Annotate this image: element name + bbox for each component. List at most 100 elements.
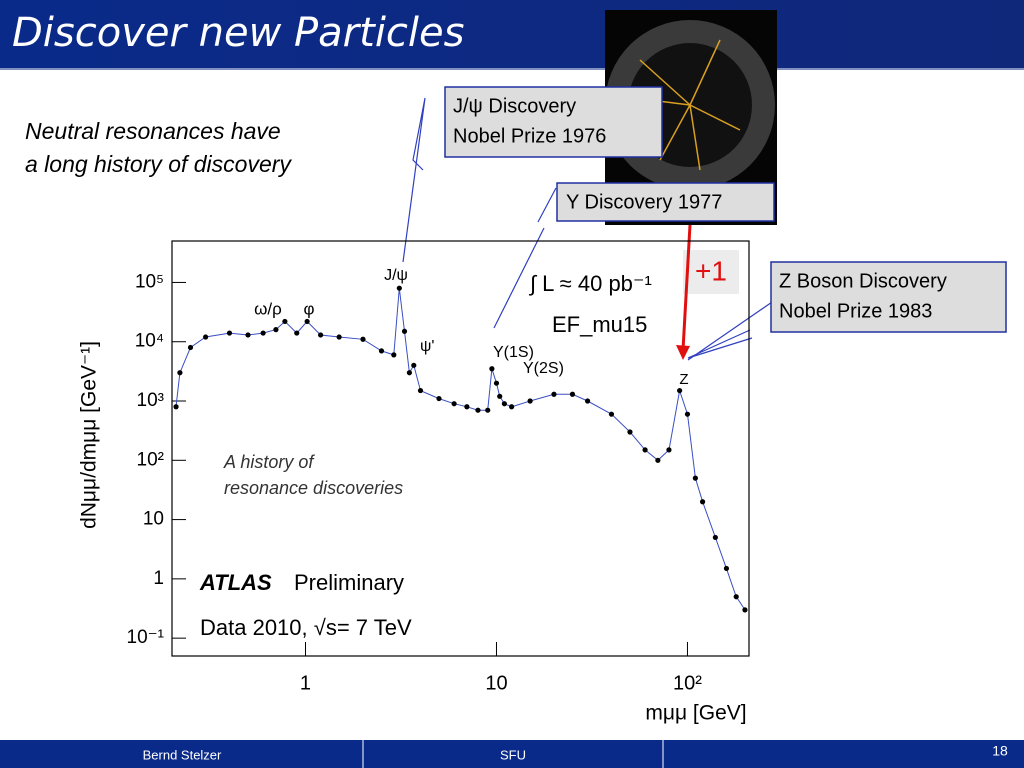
callout-box [444, 86, 663, 158]
x-tick-label: 1 [300, 672, 311, 694]
footer-institute: SFU [500, 747, 526, 762]
arrow-head [676, 345, 690, 360]
data-point [699, 499, 706, 505]
plot-annotation: J/ψ [384, 267, 408, 284]
data-point [273, 327, 279, 333]
data-point [304, 318, 310, 325]
plot-annotation: Data 2010, √s= 7 TeV [200, 615, 412, 640]
data-point [203, 334, 209, 340]
data-point [396, 285, 402, 291]
data-point [527, 398, 533, 404]
y-tick-label: 1 [153, 568, 164, 589]
data-line [175, 288, 746, 611]
data-point [608, 411, 615, 417]
callout-text: J/ψ Discovery [453, 95, 576, 117]
callout-text: Z Boson Discovery [779, 270, 947, 292]
data-point [642, 447, 648, 453]
data-point [177, 370, 183, 376]
plot-annotation: resonance discoveries [224, 478, 403, 498]
data-point [501, 401, 507, 407]
data-point [627, 429, 633, 435]
data-point [226, 330, 233, 336]
x-axis-label: mμμ [GeV] [645, 702, 746, 725]
data-point [282, 318, 288, 325]
data-point [401, 328, 408, 334]
y-tick-label: 10⁴ [135, 331, 164, 352]
data-point [584, 398, 591, 404]
data-point [493, 380, 500, 386]
data-point [655, 457, 661, 463]
data-point [666, 447, 672, 453]
data-point [475, 407, 481, 413]
data-point [245, 332, 251, 338]
header-bar [0, 0, 1024, 68]
x-tick-label: 10² [673, 672, 702, 694]
data-point [692, 475, 698, 481]
intro-line: Neutral resonances have [25, 118, 281, 144]
data-point [406, 370, 413, 376]
callout-box [556, 182, 775, 222]
y-tick-label: 10² [137, 449, 164, 470]
y-tick-label: 10⁻¹ [127, 627, 165, 648]
data-point [336, 334, 342, 340]
y-axis-label: dNμμ/dmμμ [GeV⁻¹] [78, 341, 101, 529]
data-point [411, 362, 417, 368]
plot-annotation: ATLAS [199, 570, 272, 595]
data-point [187, 344, 194, 351]
callout-connectors [402, 97, 776, 361]
callout-text: Nobel Prize 1976 [453, 125, 606, 147]
plot-annotation: Z [679, 371, 688, 388]
plot-annotation: φ [303, 299, 314, 318]
y-tick-label: 10³ [137, 390, 164, 411]
page-number: 18 [992, 743, 1008, 759]
callout-text: Υ Discovery 1977 [566, 191, 722, 213]
data-point [551, 391, 557, 397]
data-point [360, 336, 366, 342]
plot-annotation: Preliminary [294, 570, 404, 595]
data-point [742, 607, 748, 613]
data-point [508, 404, 515, 410]
data-point [318, 332, 324, 338]
data-point [378, 348, 385, 354]
plot-annotation: ψ' [420, 338, 434, 355]
data-point [497, 393, 503, 399]
callout-text: Nobel Prize 1983 [779, 300, 932, 322]
plot-annotation: A history of [223, 452, 315, 472]
data-point [436, 395, 442, 402]
data-point [391, 352, 397, 358]
data-point [451, 401, 457, 407]
data-point [677, 387, 683, 394]
callout-box [770, 261, 1007, 333]
y-tick-label: 10 [143, 509, 164, 530]
header-rule [0, 68, 1024, 70]
data-point [260, 330, 266, 336]
data-point [733, 594, 739, 600]
plot-frame [171, 240, 750, 657]
plot-annotation: ∫ L ≈ 40 pb⁻¹ [528, 271, 652, 296]
data-point [485, 407, 491, 413]
footer-author: Bernd Stelzer [143, 747, 222, 762]
arrow [681, 224, 692, 351]
plot-annotation: EF_mu15 [552, 312, 647, 337]
plus-label: +1 [695, 255, 727, 286]
data-point [712, 534, 718, 541]
plus-box [683, 250, 739, 294]
slide-title: Discover new Particles [12, 10, 464, 56]
data-point [569, 391, 576, 397]
footer-bar [0, 740, 1024, 768]
data-point [489, 366, 495, 372]
data-point [294, 330, 300, 336]
plot-annotation: ω/ρ [254, 299, 282, 318]
data-point [464, 404, 470, 410]
intro-line: a long history of discovery [25, 151, 292, 177]
x-tick-label: 10 [485, 672, 507, 694]
plot-annotation: Υ(1S) [493, 344, 534, 361]
y-tick-label: 10⁵ [135, 271, 164, 292]
data-point [417, 387, 424, 394]
data-point [173, 404, 179, 410]
plot: 10⁻¹ 1 10 10² 10³ 10⁴ 10⁵ 1 10 10² mμμ [GeV] dNμμ/d… [78, 240, 750, 725]
data-point [723, 565, 730, 572]
data-point [684, 411, 691, 417]
plot-annotation: Υ(2S) [523, 360, 564, 377]
